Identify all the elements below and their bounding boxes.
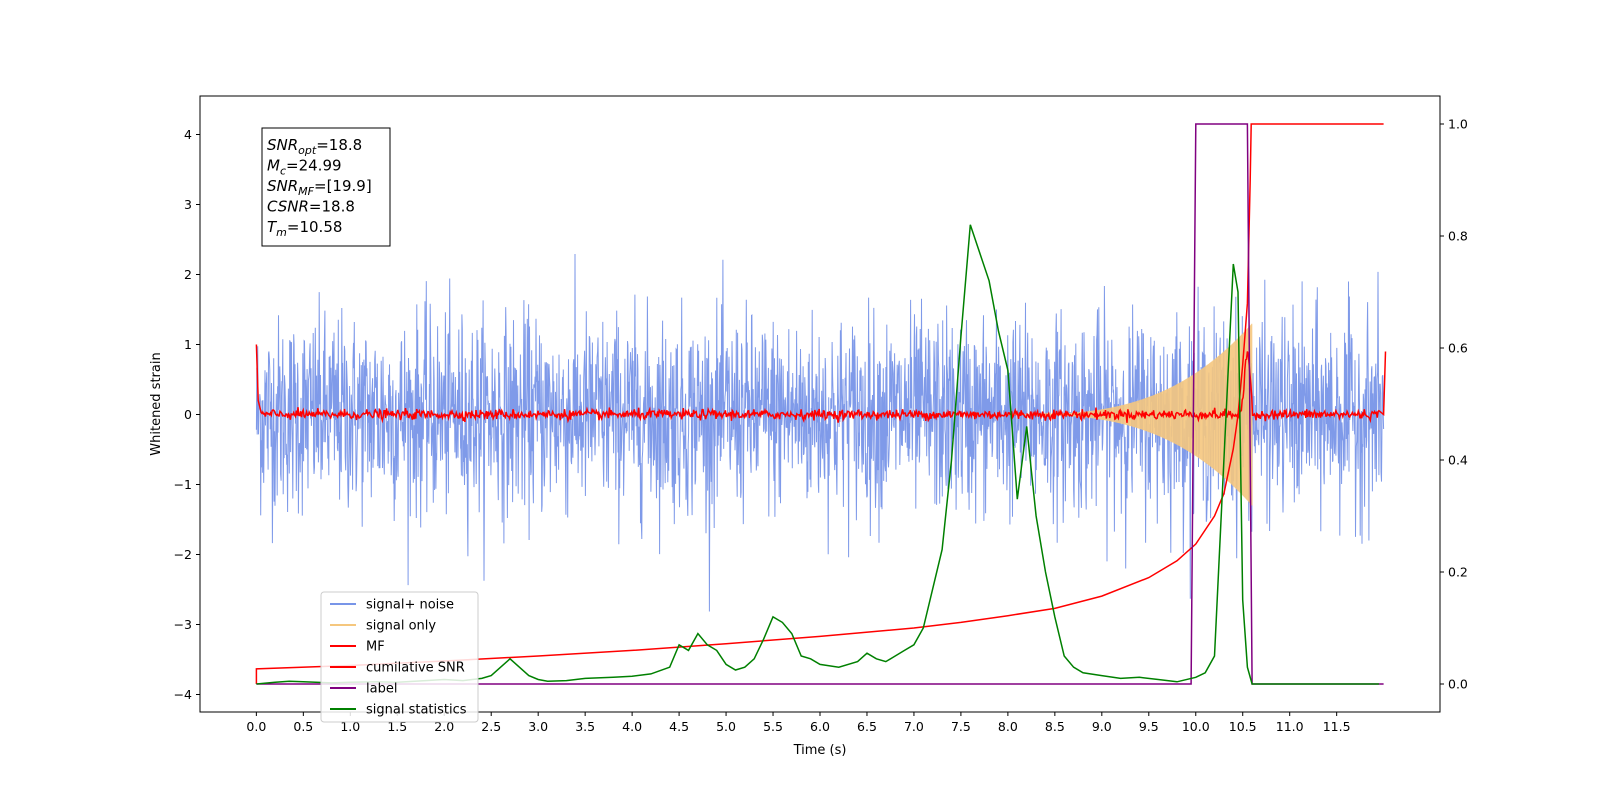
x-tick-label: 7.5 <box>951 719 971 734</box>
legend-label: MF <box>366 640 385 655</box>
annotation-line: Tm=10.58 <box>267 218 342 239</box>
x-tick-label: 0.0 <box>246 719 266 734</box>
x-tick-label: 5.0 <box>716 719 736 734</box>
legend-label: label <box>366 682 397 697</box>
legend: signal+ noise signal only MF cumilative SNR… <box>320 591 479 723</box>
y-axis-label: Whitened strain <box>149 352 164 455</box>
x-tick-label: 2.0 <box>434 719 454 734</box>
x-tick-label: 8.5 <box>1045 719 1065 734</box>
legend-label: cumilative SNR <box>366 661 465 676</box>
y-tick-label: 0 <box>184 407 192 422</box>
series-cumilative-snr-line <box>255 123 1384 684</box>
x-tick-label: 10.0 <box>1182 719 1210 734</box>
legend-label: signal statistics <box>366 703 467 718</box>
x-tick-label: 7.0 <box>904 719 924 734</box>
x-tick-label: 9.5 <box>1139 719 1159 734</box>
x-tick-label: 9.0 <box>1092 719 1112 734</box>
x-tick-label: 4.0 <box>622 719 642 734</box>
y2-tick-label: 0.8 <box>1448 229 1468 244</box>
x-tick-label: 6.5 <box>857 719 877 734</box>
series-signal-statistics-line <box>256 224 1379 685</box>
axes: 0.0 0.5 1.0 1.5 2.0 2.5 3.0 3.5 4.0 4.5 5.0 5.5 6.0 6… <box>174 117 1468 735</box>
y-tick-label: 2 <box>184 267 192 282</box>
y2-tick-label: 0.2 <box>1448 565 1468 580</box>
plot-data <box>255 123 1387 685</box>
x-tick-label: 5.5 <box>763 719 783 734</box>
annotation-line: SNRopt=18.8 <box>267 136 362 157</box>
annotation-line: CSNR=18.8 <box>267 198 355 216</box>
annotation-line: SNRMF=[19.9] <box>267 177 372 198</box>
y-tick-label: −2 <box>174 547 192 562</box>
legend-frame <box>320 591 479 723</box>
y-tick-label: −1 <box>174 477 192 492</box>
y2-tick-label: 0.0 <box>1448 677 1468 692</box>
annotation-frame <box>261 127 391 247</box>
x-tick-label: 2.5 <box>481 719 501 734</box>
x-axis-label: Time (s) <box>793 743 847 758</box>
y2-tick-label: 1.0 <box>1448 117 1468 132</box>
x-tick-label: 1.0 <box>340 719 360 734</box>
x-tick-label: 10.5 <box>1229 719 1257 734</box>
x-tick-label: 4.5 <box>669 719 689 734</box>
x-tick-label: 3.5 <box>575 719 595 734</box>
legend-label: signal only <box>366 619 436 634</box>
x-tick-label: 6.0 <box>810 719 830 734</box>
y-tick-label: −4 <box>174 687 192 702</box>
x-tick-label: 8.0 <box>998 719 1018 734</box>
x-tick-label: 11.5 <box>1323 719 1351 734</box>
y-tick-label: 4 <box>184 127 192 142</box>
x-tick-label: 11.0 <box>1276 719 1304 734</box>
x-tick-label: 3.0 <box>528 719 548 734</box>
annotation-box: SNRopt=18.8Mc=24.99SNRMF=[19.9]CSNR=18.8… <box>261 127 391 247</box>
x-tick-label: 1.5 <box>387 719 407 734</box>
annotation-line: Mc=24.99 <box>267 157 342 178</box>
legend-label: signal+ noise <box>366 598 454 613</box>
y2-tick-label: 0.4 <box>1448 453 1468 468</box>
y2-tick-label: 0.6 <box>1448 341 1468 356</box>
y-tick-label: 3 <box>184 197 192 212</box>
x-tick-label: 0.5 <box>293 719 313 734</box>
y-tick-label: 1 <box>184 337 192 352</box>
y-tick-label: −3 <box>174 617 192 632</box>
